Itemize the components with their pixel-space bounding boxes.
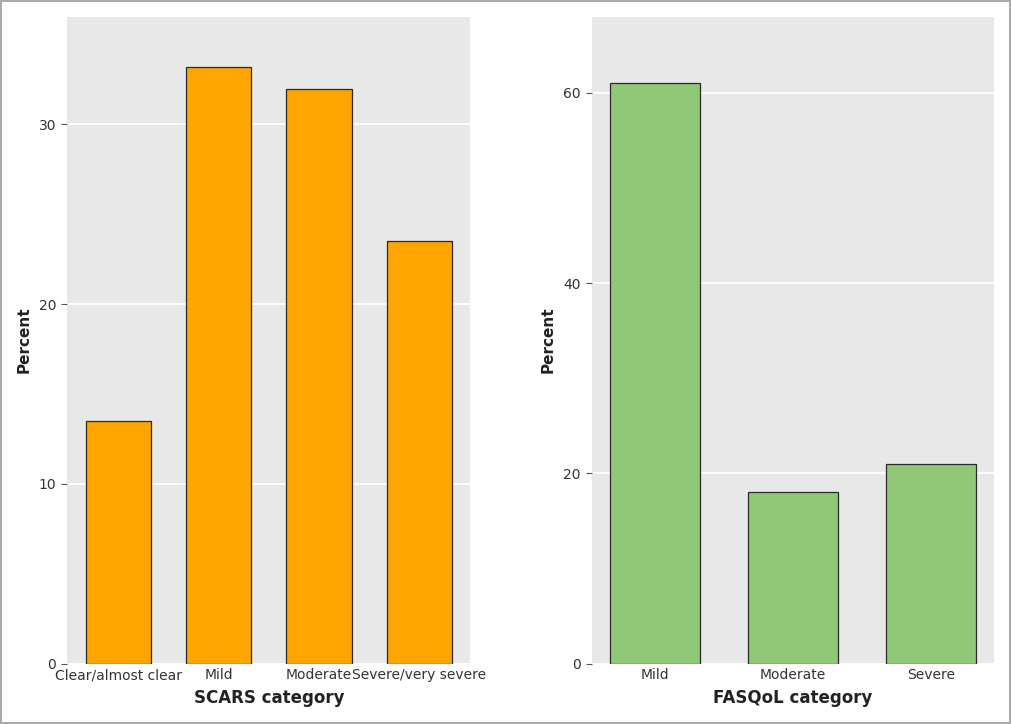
X-axis label: FASQoL category: FASQoL category [713, 689, 872, 707]
Bar [86, 421, 151, 663]
Y-axis label: Percent: Percent [541, 307, 556, 374]
Bar [610, 83, 700, 663]
Y-axis label: Percent: Percent [16, 307, 31, 374]
Bar [386, 241, 452, 663]
X-axis label: SCARS category: SCARS category [193, 689, 344, 707]
Bar [186, 67, 251, 663]
Bar [286, 88, 352, 663]
Bar [748, 492, 838, 663]
Bar [887, 464, 976, 663]
